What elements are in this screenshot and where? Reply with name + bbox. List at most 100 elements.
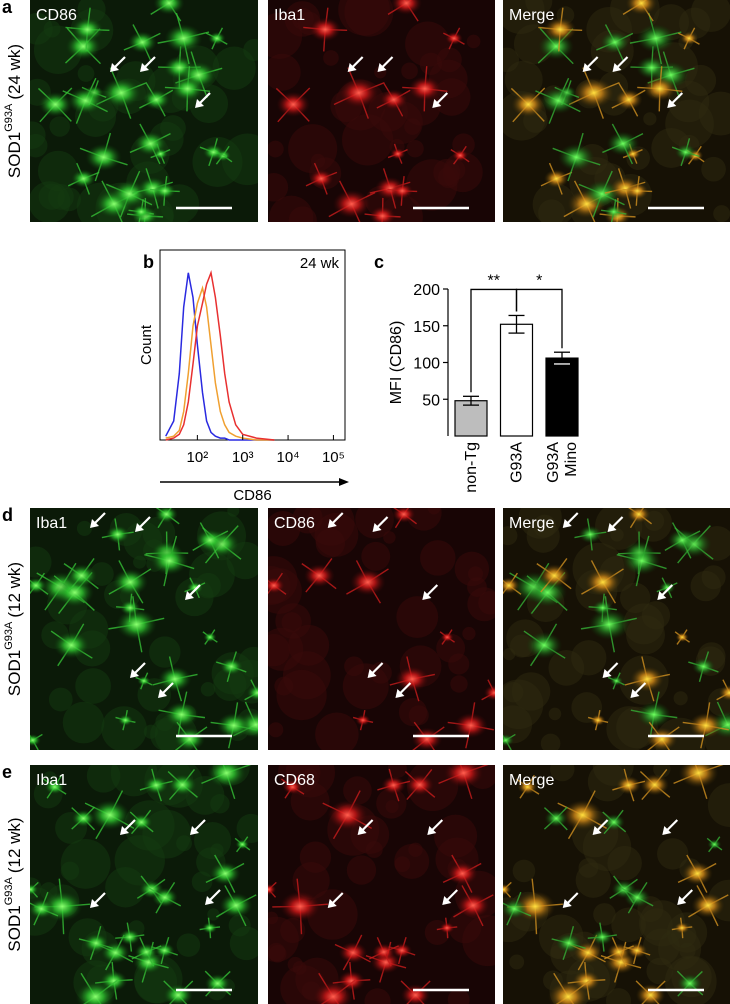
arrow-shaft xyxy=(585,56,599,69)
annotation: 24 wk xyxy=(300,255,340,272)
arrow-shaft xyxy=(370,662,384,675)
cell xyxy=(117,714,133,726)
cell xyxy=(30,577,47,594)
arrow-head xyxy=(327,899,337,908)
cell xyxy=(332,189,371,219)
cell xyxy=(276,91,311,118)
arrow-head xyxy=(657,591,667,600)
arrow-head xyxy=(592,826,602,835)
speckle xyxy=(268,911,279,925)
speckle xyxy=(462,626,476,641)
cell xyxy=(204,973,231,993)
row-label-text: SOD1G93A (12 wk) xyxy=(3,817,24,951)
cell xyxy=(544,17,577,42)
cell xyxy=(616,775,641,795)
speckle xyxy=(575,862,611,898)
cell xyxy=(630,666,665,692)
histogram-curve xyxy=(165,285,275,441)
cell xyxy=(390,0,422,15)
speckle xyxy=(394,843,430,879)
y-tick-label: 200 xyxy=(413,282,440,299)
cell xyxy=(85,143,122,171)
speckle xyxy=(236,813,258,844)
arrow-head xyxy=(607,523,617,532)
cell xyxy=(131,204,151,219)
cell xyxy=(390,148,406,160)
arrow-head xyxy=(372,523,382,532)
x-tick-label: 10⁵ xyxy=(322,449,345,466)
speckle xyxy=(434,814,478,858)
speckle xyxy=(405,21,451,67)
cell xyxy=(203,632,217,643)
speckle xyxy=(643,112,657,126)
arrow-shaft xyxy=(208,889,221,902)
cell xyxy=(511,91,546,118)
speckle xyxy=(690,0,730,32)
cell xyxy=(680,31,698,45)
cell xyxy=(134,131,167,156)
speckle xyxy=(540,733,561,750)
arrow-head xyxy=(582,63,592,72)
cell xyxy=(119,929,141,945)
speckle xyxy=(641,601,671,630)
arrow-shaft xyxy=(330,892,344,905)
cell xyxy=(153,0,185,15)
speckle xyxy=(76,520,93,536)
cell xyxy=(604,204,624,219)
arrow-head xyxy=(630,689,640,698)
arrow-head xyxy=(90,519,99,528)
speckle xyxy=(49,116,70,137)
row-label-text: SOD1G93A (12 wk) xyxy=(3,562,24,696)
speckle xyxy=(276,669,327,721)
speckle xyxy=(227,508,240,517)
cell xyxy=(105,525,130,544)
cell-process xyxy=(268,887,270,890)
speckle xyxy=(268,944,287,963)
cell xyxy=(405,774,434,796)
speckle xyxy=(408,705,429,726)
arrow-shaft xyxy=(615,56,629,69)
speckle xyxy=(288,624,330,666)
cell xyxy=(369,206,396,222)
speckle xyxy=(605,988,632,1004)
error-bar xyxy=(463,395,479,406)
speckle xyxy=(268,140,284,158)
speckle xyxy=(387,765,407,778)
arrow-head xyxy=(120,826,129,835)
arrow-head xyxy=(185,591,194,600)
speckle xyxy=(62,701,105,744)
cell xyxy=(590,714,606,726)
cell xyxy=(691,892,725,918)
cell xyxy=(395,666,430,692)
arrow-head xyxy=(427,826,437,835)
micrograph: CD86 xyxy=(268,508,495,750)
speckle xyxy=(503,679,544,730)
channel-label: Merge xyxy=(509,772,554,789)
arrow-shaft xyxy=(380,56,394,69)
cell xyxy=(164,701,199,728)
speckle xyxy=(369,661,392,684)
arrow-shaft xyxy=(595,819,609,832)
speckle xyxy=(77,65,95,82)
speckle xyxy=(315,712,359,750)
arrow-shaft xyxy=(680,889,694,902)
channel-label: Merge xyxy=(509,515,554,532)
arrow-head xyxy=(667,99,677,108)
cell xyxy=(202,144,224,161)
speckle xyxy=(281,612,302,633)
histogram-curve xyxy=(165,272,275,441)
arrow-shaft xyxy=(633,682,647,695)
speckle xyxy=(344,656,364,677)
cell xyxy=(445,31,463,45)
cell xyxy=(643,76,677,102)
arrow-head xyxy=(395,689,405,698)
arrow-head xyxy=(130,669,139,678)
speckle xyxy=(30,546,52,578)
channel-label: CD68 xyxy=(274,772,315,789)
cell xyxy=(83,933,109,953)
x-tick-label: 10³ xyxy=(232,449,254,466)
cell xyxy=(154,508,178,523)
speckle xyxy=(30,181,71,222)
speckle xyxy=(292,508,323,534)
panel-label: a xyxy=(2,0,13,17)
